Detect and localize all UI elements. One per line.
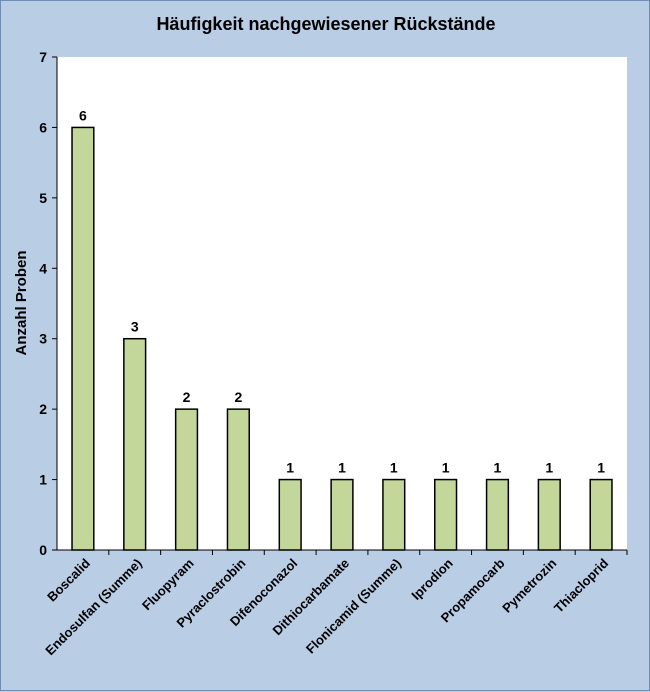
y-axis-ticks: 0 1 2 3 4 5 6 7	[39, 49, 57, 558]
x-tick-label: Iprodion	[408, 555, 455, 602]
y-tick-label: 4	[39, 260, 47, 276]
data-label: 3	[131, 319, 139, 335]
bar	[589, 478, 613, 551]
data-label: 1	[494, 460, 502, 476]
x-tick-label: Boscalid	[44, 555, 93, 604]
data-label: 1	[338, 460, 346, 476]
bar	[123, 337, 147, 551]
bar	[174, 408, 199, 551]
y-tick-label: 5	[39, 190, 47, 206]
bar	[330, 478, 354, 551]
plot-area	[57, 57, 627, 550]
y-tick-label: 3	[39, 331, 47, 347]
bar	[434, 478, 458, 551]
y-tick-label: 0	[39, 542, 47, 558]
y-tick-label: 7	[39, 49, 47, 65]
data-label: 1	[545, 460, 553, 476]
y-axis-title: Anzahl Proben	[13, 250, 30, 355]
bar	[382, 478, 406, 551]
y-tick-label: 6	[39, 119, 47, 135]
data-labels: 6 3 2 2 1 1 1 1 1 1 1	[79, 107, 605, 475]
data-label: 1	[597, 460, 605, 476]
x-tick-label: Flonicamid (Summe)	[303, 556, 404, 657]
data-label: 6	[79, 107, 87, 123]
chart-title: Häufigkeit nachgewiesener Rückstände	[156, 14, 495, 34]
data-label: 1	[286, 460, 294, 476]
x-tick-label: Endosulfan (Summe)	[42, 556, 145, 659]
y-tick-label: 2	[39, 401, 47, 417]
bar	[71, 126, 95, 551]
data-label: 1	[390, 460, 398, 476]
data-label: 2	[183, 389, 191, 405]
x-tick-label: Pymetrozin	[499, 555, 559, 615]
bar	[278, 478, 302, 551]
data-label: 2	[234, 389, 242, 405]
bar	[226, 408, 250, 551]
x-tick-label: Thiacloprid	[551, 555, 611, 615]
bar	[485, 478, 510, 551]
data-label: 1	[442, 460, 450, 476]
bar	[537, 478, 561, 551]
y-tick-label: 1	[39, 472, 47, 488]
